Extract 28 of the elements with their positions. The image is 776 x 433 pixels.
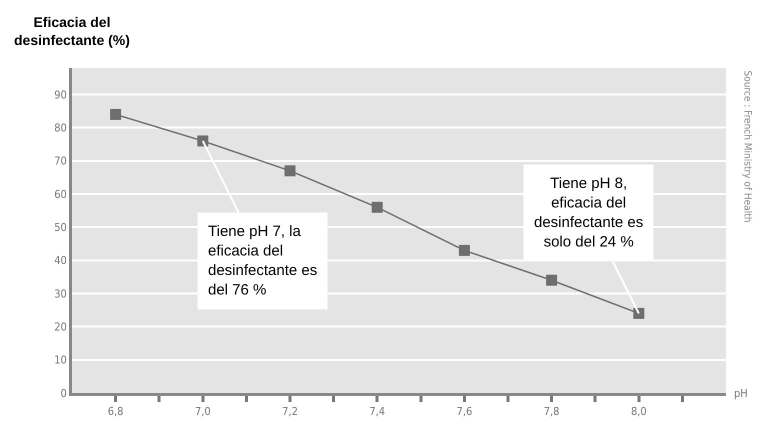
y-tick-label: 40 [54, 254, 67, 268]
annotation: Tiene pH 7, la eficacia del desinfectante es del 76 % [208, 223, 318, 298]
y-tick-label: 60 [54, 188, 67, 201]
point [458, 244, 470, 256]
annotation: Tiene pH 8, eficacia del desinfectante es solo del 24 % [534, 175, 644, 250]
x-tick-label: 7,4 [369, 405, 386, 418]
y-tick-label: 90 [54, 88, 67, 102]
y-tick-label: 70 [54, 154, 67, 168]
y-tick-label: 20 [54, 320, 67, 334]
x-tick-label: 6,8 [108, 405, 124, 418]
point [546, 274, 558, 286]
point [372, 202, 383, 213]
y-axis-title: Eficacia del desinfectante (%) [14, 14, 130, 48]
y-tick-label: 80 [54, 122, 67, 135]
point [633, 308, 644, 319]
y-tick-label: 10 [54, 354, 67, 367]
x-tick-label: 7,0 [194, 405, 211, 418]
y-tick-label: 50 [54, 221, 67, 234]
source-note: Source : French Ministry of Health [742, 70, 752, 222]
x-tick-label: 7,2 [282, 405, 298, 418]
point [110, 108, 122, 120]
x-axis-title: pH [734, 387, 748, 400]
x-tick-label: 8,0 [630, 405, 647, 418]
x-tick-label: 7,8 [544, 405, 560, 418]
x-tick-label: 7,6 [456, 405, 472, 418]
y-tick-label: 0 [60, 386, 67, 400]
y-tick-label: 30 [54, 287, 67, 300]
point [284, 165, 296, 176]
